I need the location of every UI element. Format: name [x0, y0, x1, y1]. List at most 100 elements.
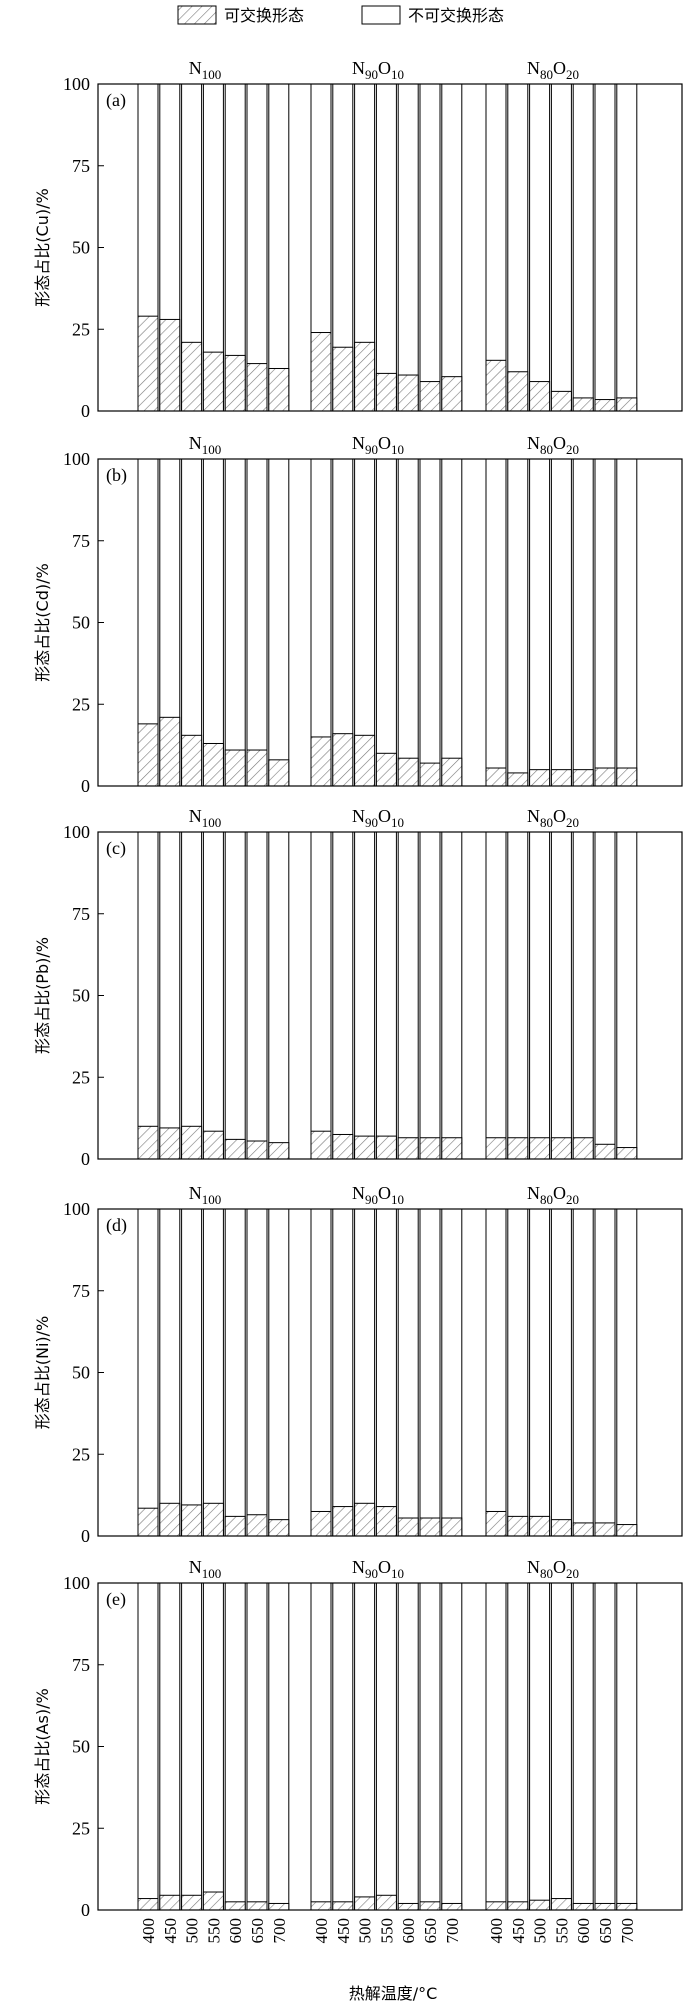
bar-total [529, 831, 551, 1160]
bar-exchangeable [485, 359, 507, 412]
bar-exchangeable [375, 1894, 397, 1911]
group-label: N80O20 [527, 433, 579, 457]
x-tick-label: 450 [161, 1918, 180, 1944]
bar-total [441, 1582, 463, 1911]
x-tick-label: 700 [443, 1918, 462, 1944]
bar-exchangeable [375, 1135, 397, 1160]
y-tick-label: 50 [72, 613, 90, 633]
bar-total [375, 1208, 397, 1537]
bar-exchangeable [572, 769, 594, 787]
bar-exchangeable [332, 346, 354, 412]
bar-total [159, 1582, 181, 1911]
bar-exchangeable [507, 1901, 529, 1911]
group-label: N90O10 [352, 58, 404, 82]
bar-exchangeable [441, 1517, 463, 1537]
bar-exchangeable [310, 332, 332, 412]
bar-total [246, 1582, 268, 1911]
bar-exchangeable [529, 1515, 551, 1537]
bar-exchangeable [419, 1517, 441, 1537]
bar-exchangeable [310, 1901, 332, 1911]
group-label: N100 [189, 58, 222, 82]
bar-exchangeable [310, 1130, 332, 1160]
bar-exchangeable [202, 351, 224, 412]
x-tick-label: 400 [139, 1918, 158, 1944]
bar-exchangeable [268, 1902, 290, 1911]
bar-exchangeable [310, 736, 332, 787]
y-tick-label: 100 [63, 449, 90, 469]
bar-exchangeable [441, 757, 463, 787]
bar-total [268, 83, 290, 412]
bar-total [332, 831, 354, 1160]
x-tick-labels: 400 450 500 550 600 650 700 400 450 500 550 600 650 7… [139, 1918, 637, 1944]
group-label: N80O20 [527, 58, 579, 82]
y-tick-label: 75 [72, 156, 90, 176]
bar-exchangeable [550, 1519, 572, 1537]
bar-total [550, 1208, 572, 1537]
legend-label-non-exchangeable: 不可交换形态 [408, 6, 504, 25]
bar-exchangeable [202, 742, 224, 787]
bar-total [441, 458, 463, 787]
bar-total [137, 831, 159, 1160]
bar-total [397, 83, 419, 412]
bar-exchangeable [354, 341, 376, 412]
bar-total [268, 831, 290, 1160]
x-tick-label: 400 [487, 1918, 506, 1944]
bar-total [310, 1208, 332, 1537]
bar-exchangeable [332, 1506, 354, 1537]
y-tick-label: 100 [63, 1573, 90, 1593]
bar-total [246, 1208, 268, 1537]
group-label: N90O10 [352, 1557, 404, 1581]
y-tick-label: 100 [63, 822, 90, 842]
bar-exchangeable [137, 723, 159, 787]
bar-total [375, 1582, 397, 1911]
bar-exchangeable [550, 1898, 572, 1911]
chart-panel: N100 N90O10 N80O20 0 25 50 75 100 (d) 形态占比(Ni)/% [33, 1183, 683, 1546]
group-label: N80O20 [527, 1557, 579, 1581]
x-tick-label: 550 [552, 1918, 571, 1944]
bar-exchangeable [137, 315, 159, 412]
bar-exchangeable [550, 390, 572, 412]
bar-total [616, 83, 638, 412]
bar-exchangeable [594, 399, 616, 412]
bar-exchangeable [594, 1522, 616, 1537]
x-tick-label: 700 [618, 1918, 637, 1944]
chart-panels: N100 N90O10 N80O200255075100(a)形态占比(Cu)/%N… [33, 58, 683, 1920]
bar-exchangeable [246, 1901, 268, 1911]
bar-exchangeable [572, 1137, 594, 1160]
bar-total [572, 458, 594, 787]
bar-exchangeable [485, 1510, 507, 1537]
y-tick-label: 50 [72, 986, 90, 1006]
bar-total [441, 831, 463, 1160]
bar-exchangeable [550, 1137, 572, 1160]
bar-exchangeable [224, 749, 246, 787]
x-tick-label: 500 [356, 1918, 375, 1944]
chart-panel: N100 N90O10 N80O20 0 25 50 75 100 (c) 形态占比(Pb)/% [33, 806, 683, 1169]
y-tick-label: 0 [81, 401, 90, 421]
bar-total [375, 83, 397, 412]
y-tick-label: 75 [72, 904, 90, 924]
bar-total [224, 458, 246, 787]
bar-exchangeable [550, 769, 572, 787]
bar-exchangeable [354, 734, 376, 787]
bar-total [507, 1582, 529, 1911]
bar-total [375, 831, 397, 1160]
x-tick-label: 650 [596, 1918, 615, 1944]
bar-total [441, 83, 463, 412]
bar-exchangeable [529, 1899, 551, 1911]
bar-total [354, 1208, 376, 1537]
legend-swatch-non-exchangeable [361, 5, 401, 25]
x-tick-label: 700 [270, 1918, 289, 1944]
x-tick-label: 550 [204, 1918, 223, 1944]
bar-exchangeable [137, 1507, 159, 1537]
bar-total [485, 1582, 507, 1911]
y-tick-label: 50 [72, 1363, 90, 1383]
bar-exchangeable [268, 1142, 290, 1160]
bar-exchangeable [202, 1130, 224, 1160]
bar-exchangeable [529, 769, 551, 787]
x-tick-label: 400 [312, 1918, 331, 1944]
y-axis-label: 形态占比(As)/% [33, 1688, 52, 1804]
bar-exchangeable [594, 1143, 616, 1160]
bar-exchangeable [616, 767, 638, 787]
bar-exchangeable [485, 1901, 507, 1911]
